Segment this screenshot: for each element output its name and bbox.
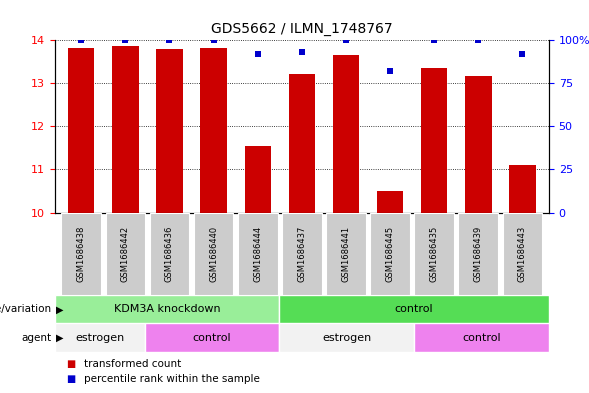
Text: GSM1686436: GSM1686436 [165, 226, 174, 282]
Text: GSM1686445: GSM1686445 [386, 226, 395, 282]
Title: GDS5662 / ILMN_1748767: GDS5662 / ILMN_1748767 [211, 22, 393, 36]
Text: ▶: ▶ [56, 332, 64, 343]
Text: transformed count: transformed count [84, 358, 181, 369]
Bar [377, 191, 403, 393]
Text: agent: agent [22, 332, 52, 343]
Bar [194, 213, 233, 295]
Point [165, 37, 174, 43]
Bar [289, 74, 315, 393]
Text: ■: ■ [67, 374, 76, 384]
Bar [421, 68, 448, 393]
Text: control: control [193, 332, 231, 343]
Bar [279, 295, 549, 323]
Bar [282, 213, 322, 295]
Point [385, 68, 395, 74]
Point [253, 50, 263, 57]
Point [121, 37, 130, 43]
Text: ■: ■ [67, 358, 76, 369]
Bar [145, 323, 279, 352]
Bar [326, 213, 366, 295]
Text: GSM1686442: GSM1686442 [121, 226, 130, 282]
Bar [465, 76, 492, 393]
Bar [279, 323, 414, 352]
Bar [68, 48, 94, 393]
Point [77, 37, 86, 43]
Point [429, 37, 439, 43]
Text: control: control [462, 332, 501, 343]
Text: GSM1686435: GSM1686435 [430, 226, 439, 282]
Bar [238, 213, 277, 295]
Point [474, 37, 483, 43]
Bar [105, 213, 145, 295]
Bar [370, 213, 410, 295]
Text: estrogen: estrogen [322, 332, 372, 343]
Text: control: control [395, 304, 434, 314]
Text: GSM1686444: GSM1686444 [253, 226, 262, 282]
Point [209, 37, 219, 43]
Bar [414, 323, 549, 352]
Bar [200, 48, 227, 393]
Bar [415, 213, 454, 295]
Bar [458, 213, 498, 295]
Text: GSM1686440: GSM1686440 [209, 226, 218, 282]
Bar [112, 46, 138, 393]
Text: GSM1686443: GSM1686443 [518, 226, 527, 282]
Bar [502, 213, 542, 295]
Bar [509, 165, 536, 393]
Text: ▶: ▶ [56, 304, 64, 314]
Text: genotype/variation: genotype/variation [0, 304, 52, 314]
Text: GSM1686439: GSM1686439 [474, 226, 483, 282]
Text: percentile rank within the sample: percentile rank within the sample [84, 374, 260, 384]
Point [341, 37, 350, 43]
Bar [333, 55, 359, 393]
Text: GSM1686437: GSM1686437 [297, 226, 306, 282]
Bar [55, 323, 145, 352]
Text: GSM1686441: GSM1686441 [342, 226, 350, 282]
Bar [156, 49, 183, 393]
Bar [61, 213, 101, 295]
Bar [244, 145, 271, 393]
Text: GSM1686438: GSM1686438 [77, 226, 86, 282]
Bar [150, 213, 189, 295]
Point [518, 50, 527, 57]
Text: estrogen: estrogen [75, 332, 124, 343]
Point [297, 49, 306, 55]
Bar [55, 295, 279, 323]
Text: KDM3A knockdown: KDM3A knockdown [114, 304, 220, 314]
